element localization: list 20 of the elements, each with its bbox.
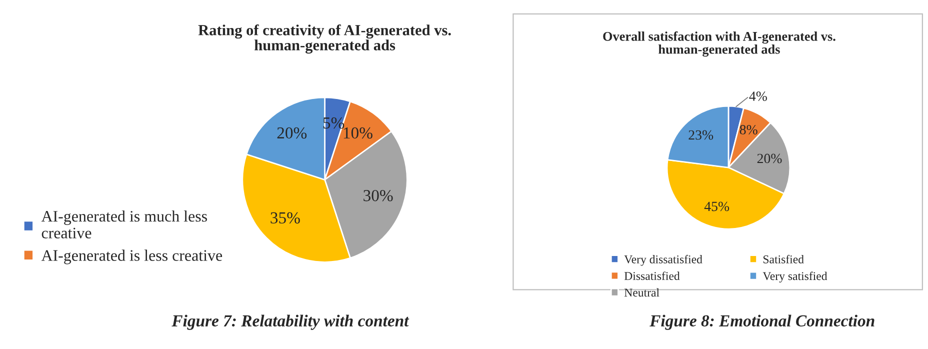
caption: Figure 7: Relatability with content	[172, 314, 410, 330]
data-label: 45%	[704, 202, 730, 212]
data-label: 35%	[270, 212, 300, 224]
data-label: 30%	[364, 190, 393, 202]
caption: Figure 8: Emotional Connection	[650, 314, 874, 330]
legend-label: Very dissatisfied	[624, 254, 702, 266]
chart-title: Overall satisfaction with AI-generated vs. human-generated ads	[603, 31, 836, 57]
data-label: 23%	[688, 130, 714, 140]
data-label: 4%	[749, 92, 767, 101]
legend-label: AI-generated is less creative	[41, 250, 222, 264]
legend-label: Very satisfied	[762, 272, 828, 283]
legend-label: AI-generated is much less creative	[41, 210, 207, 238]
legend-label: Neutral	[624, 288, 660, 297]
legend-label: Dissatisfied	[624, 272, 680, 280]
data-label: 20%	[757, 154, 782, 164]
data-label: 20%	[277, 127, 307, 139]
data-label: 10%	[344, 127, 372, 139]
legend-label: Satisfied	[763, 254, 804, 264]
chart-title: Rating of creativity of AI-generated vs. human-generated ads	[198, 24, 451, 54]
data-label: 8%	[740, 125, 758, 134]
